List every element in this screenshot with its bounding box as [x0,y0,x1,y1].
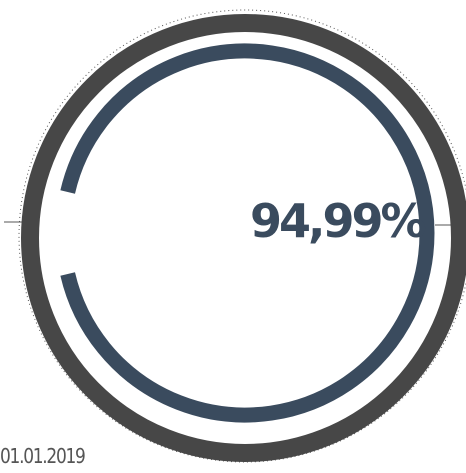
dotted-guide-circle [18,9,466,463]
date-label: 01.01.2019 [0,444,86,468]
percent-value-label: 94,99% [250,194,427,248]
progress-arc [60,43,435,423]
outer-ring [21,14,466,462]
